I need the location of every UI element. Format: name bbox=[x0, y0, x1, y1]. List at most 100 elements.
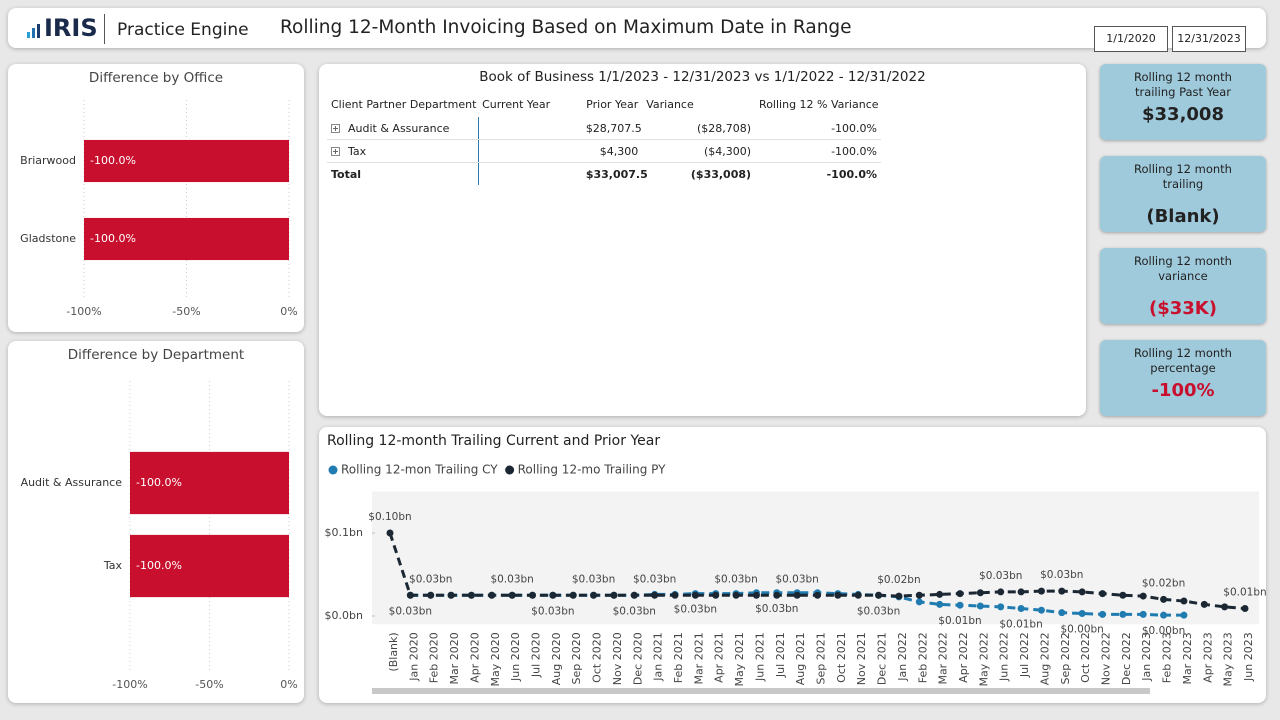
kpi-card: Rolling 12 month variance ($33K) bbox=[1100, 248, 1266, 324]
cell-text: $4,300 bbox=[599, 144, 639, 158]
point bbox=[1139, 610, 1147, 618]
point bbox=[406, 591, 414, 599]
column-header: Current Year bbox=[482, 97, 551, 111]
chart-title: Rolling 12-month Trailing Current and Pr… bbox=[327, 433, 660, 449]
point bbox=[1119, 610, 1127, 618]
point bbox=[976, 589, 984, 597]
line-chart: Rolling 12-month Trailing Current and Pr… bbox=[325, 433, 1267, 694]
x-tick-label: Sep 2021 bbox=[815, 632, 828, 684]
x-tick-label: May 2023 bbox=[1222, 632, 1235, 686]
value-label: $0.02bn bbox=[1142, 577, 1185, 589]
point bbox=[895, 592, 903, 600]
point bbox=[1017, 588, 1025, 596]
x-tick-label: 0% bbox=[280, 305, 297, 318]
x-tick-label: May 2022 bbox=[977, 632, 990, 686]
point bbox=[936, 590, 944, 598]
point bbox=[1099, 590, 1106, 598]
cell: -100.0% bbox=[755, 117, 881, 140]
point bbox=[1058, 587, 1066, 595]
point bbox=[1099, 610, 1106, 618]
card-value: ($33K) bbox=[1149, 298, 1217, 319]
cell: Audit & Assurance bbox=[327, 117, 479, 140]
x-tick-label: Mar 2022 bbox=[937, 632, 950, 684]
x-tick-label: 0% bbox=[280, 678, 297, 691]
value-label: $0.03bn bbox=[674, 604, 717, 616]
card-label: Rolling 12 month variance bbox=[1134, 254, 1232, 283]
x-tick-label: Jun 2020 bbox=[509, 632, 522, 682]
legend-marker bbox=[505, 465, 515, 475]
cell: -100.0% bbox=[755, 139, 881, 163]
point bbox=[671, 591, 679, 599]
x-tick-label: Jan 2023 bbox=[1140, 632, 1153, 681]
value-label: $0.02bn bbox=[877, 574, 920, 586]
x-tick-label: Aug 2020 bbox=[550, 632, 563, 685]
x-tick-label: Apr 2022 bbox=[957, 632, 970, 683]
table-panel: Book of Business 1/1/2023 - 12/31/2023 v… bbox=[319, 64, 1086, 416]
card-label: Rolling 12 month percentage bbox=[1134, 346, 1232, 375]
point bbox=[1058, 609, 1066, 617]
date-start[interactable]: 1/1/2020 bbox=[1094, 26, 1168, 52]
point bbox=[773, 591, 781, 599]
kpi-card: Rolling 12 month trailing Past Year $33,0… bbox=[1100, 64, 1266, 140]
kpi-card: Rolling 12 month trailing (Blank) bbox=[1100, 156, 1266, 232]
x-tick-label: -50% bbox=[172, 305, 200, 318]
x-tick-label: Aug 2021 bbox=[794, 632, 807, 685]
category-label: Audit & Assurance bbox=[21, 476, 123, 489]
value-label: $0.03bn bbox=[409, 573, 452, 585]
cell-text: ($4,300) bbox=[703, 144, 752, 158]
bar bbox=[130, 534, 289, 598]
plot-area bbox=[372, 491, 1259, 625]
point bbox=[386, 529, 394, 537]
card-value: -100% bbox=[1151, 380, 1215, 401]
value-label: -100.0% bbox=[90, 232, 136, 245]
chart-title: Difference by Department bbox=[68, 347, 244, 363]
header-row: Client Partner Department Current Year Pri… bbox=[327, 91, 881, 117]
x-tick-label: Jul 2022 bbox=[1018, 632, 1031, 678]
date-end[interactable]: 12/31/2023 bbox=[1172, 26, 1246, 52]
point bbox=[1180, 611, 1188, 619]
value-label: $0.03bn bbox=[633, 573, 676, 585]
value-label: $0.00bn bbox=[1142, 625, 1185, 637]
column-header: Prior Year bbox=[586, 97, 639, 111]
point bbox=[529, 591, 536, 599]
cell-text: -100.0% bbox=[826, 167, 877, 181]
value-label: $0.03bn bbox=[775, 573, 818, 585]
x-tick-label: Nov 2021 bbox=[855, 632, 868, 685]
total: Total $33,007.5 ($33,008) -100.0% bbox=[327, 162, 881, 186]
card-value: (Blank) bbox=[1146, 206, 1220, 227]
cell-text: $33,007.5 bbox=[585, 167, 648, 181]
x-tick-label: Feb 2021 bbox=[672, 632, 685, 683]
point bbox=[1160, 595, 1168, 603]
cell bbox=[478, 139, 582, 163]
expand-icon[interactable] bbox=[331, 124, 340, 133]
x-tick-label: Mar 2020 bbox=[448, 632, 461, 684]
x-tick-label: Dec 2021 bbox=[876, 632, 889, 685]
value-label: $0.03bn bbox=[613, 605, 656, 617]
cell-text: ($33,008) bbox=[690, 167, 752, 181]
point bbox=[569, 591, 577, 599]
scrollbar[interactable] bbox=[372, 688, 1150, 694]
x-tick-label: (Blank) bbox=[387, 632, 400, 671]
point bbox=[834, 591, 842, 599]
legend-label: Rolling 12-mon Trailing CY bbox=[341, 463, 498, 477]
card-value: $33,008 bbox=[1142, 104, 1224, 125]
point bbox=[854, 591, 862, 599]
point bbox=[956, 601, 964, 609]
point bbox=[752, 591, 760, 599]
value-label: $0.01bn bbox=[1223, 587, 1266, 599]
point bbox=[590, 591, 598, 599]
logo-icon bbox=[27, 24, 40, 38]
point bbox=[691, 591, 699, 599]
expand-icon[interactable] bbox=[331, 147, 340, 156]
point bbox=[712, 591, 720, 599]
cell: ($28,708) bbox=[642, 117, 756, 140]
table-title: Book of Business 1/1/2023 - 12/31/2023 v… bbox=[479, 69, 926, 85]
value-label: $0.03bn bbox=[755, 603, 798, 615]
point bbox=[1139, 592, 1147, 600]
column-header: Rolling 12 % Variance bbox=[759, 97, 879, 111]
point bbox=[467, 591, 475, 599]
legend-marker bbox=[328, 465, 338, 475]
cell: -100.0% bbox=[755, 163, 881, 186]
x-tick-label: Jan 2020 bbox=[407, 632, 420, 681]
point bbox=[651, 591, 659, 599]
